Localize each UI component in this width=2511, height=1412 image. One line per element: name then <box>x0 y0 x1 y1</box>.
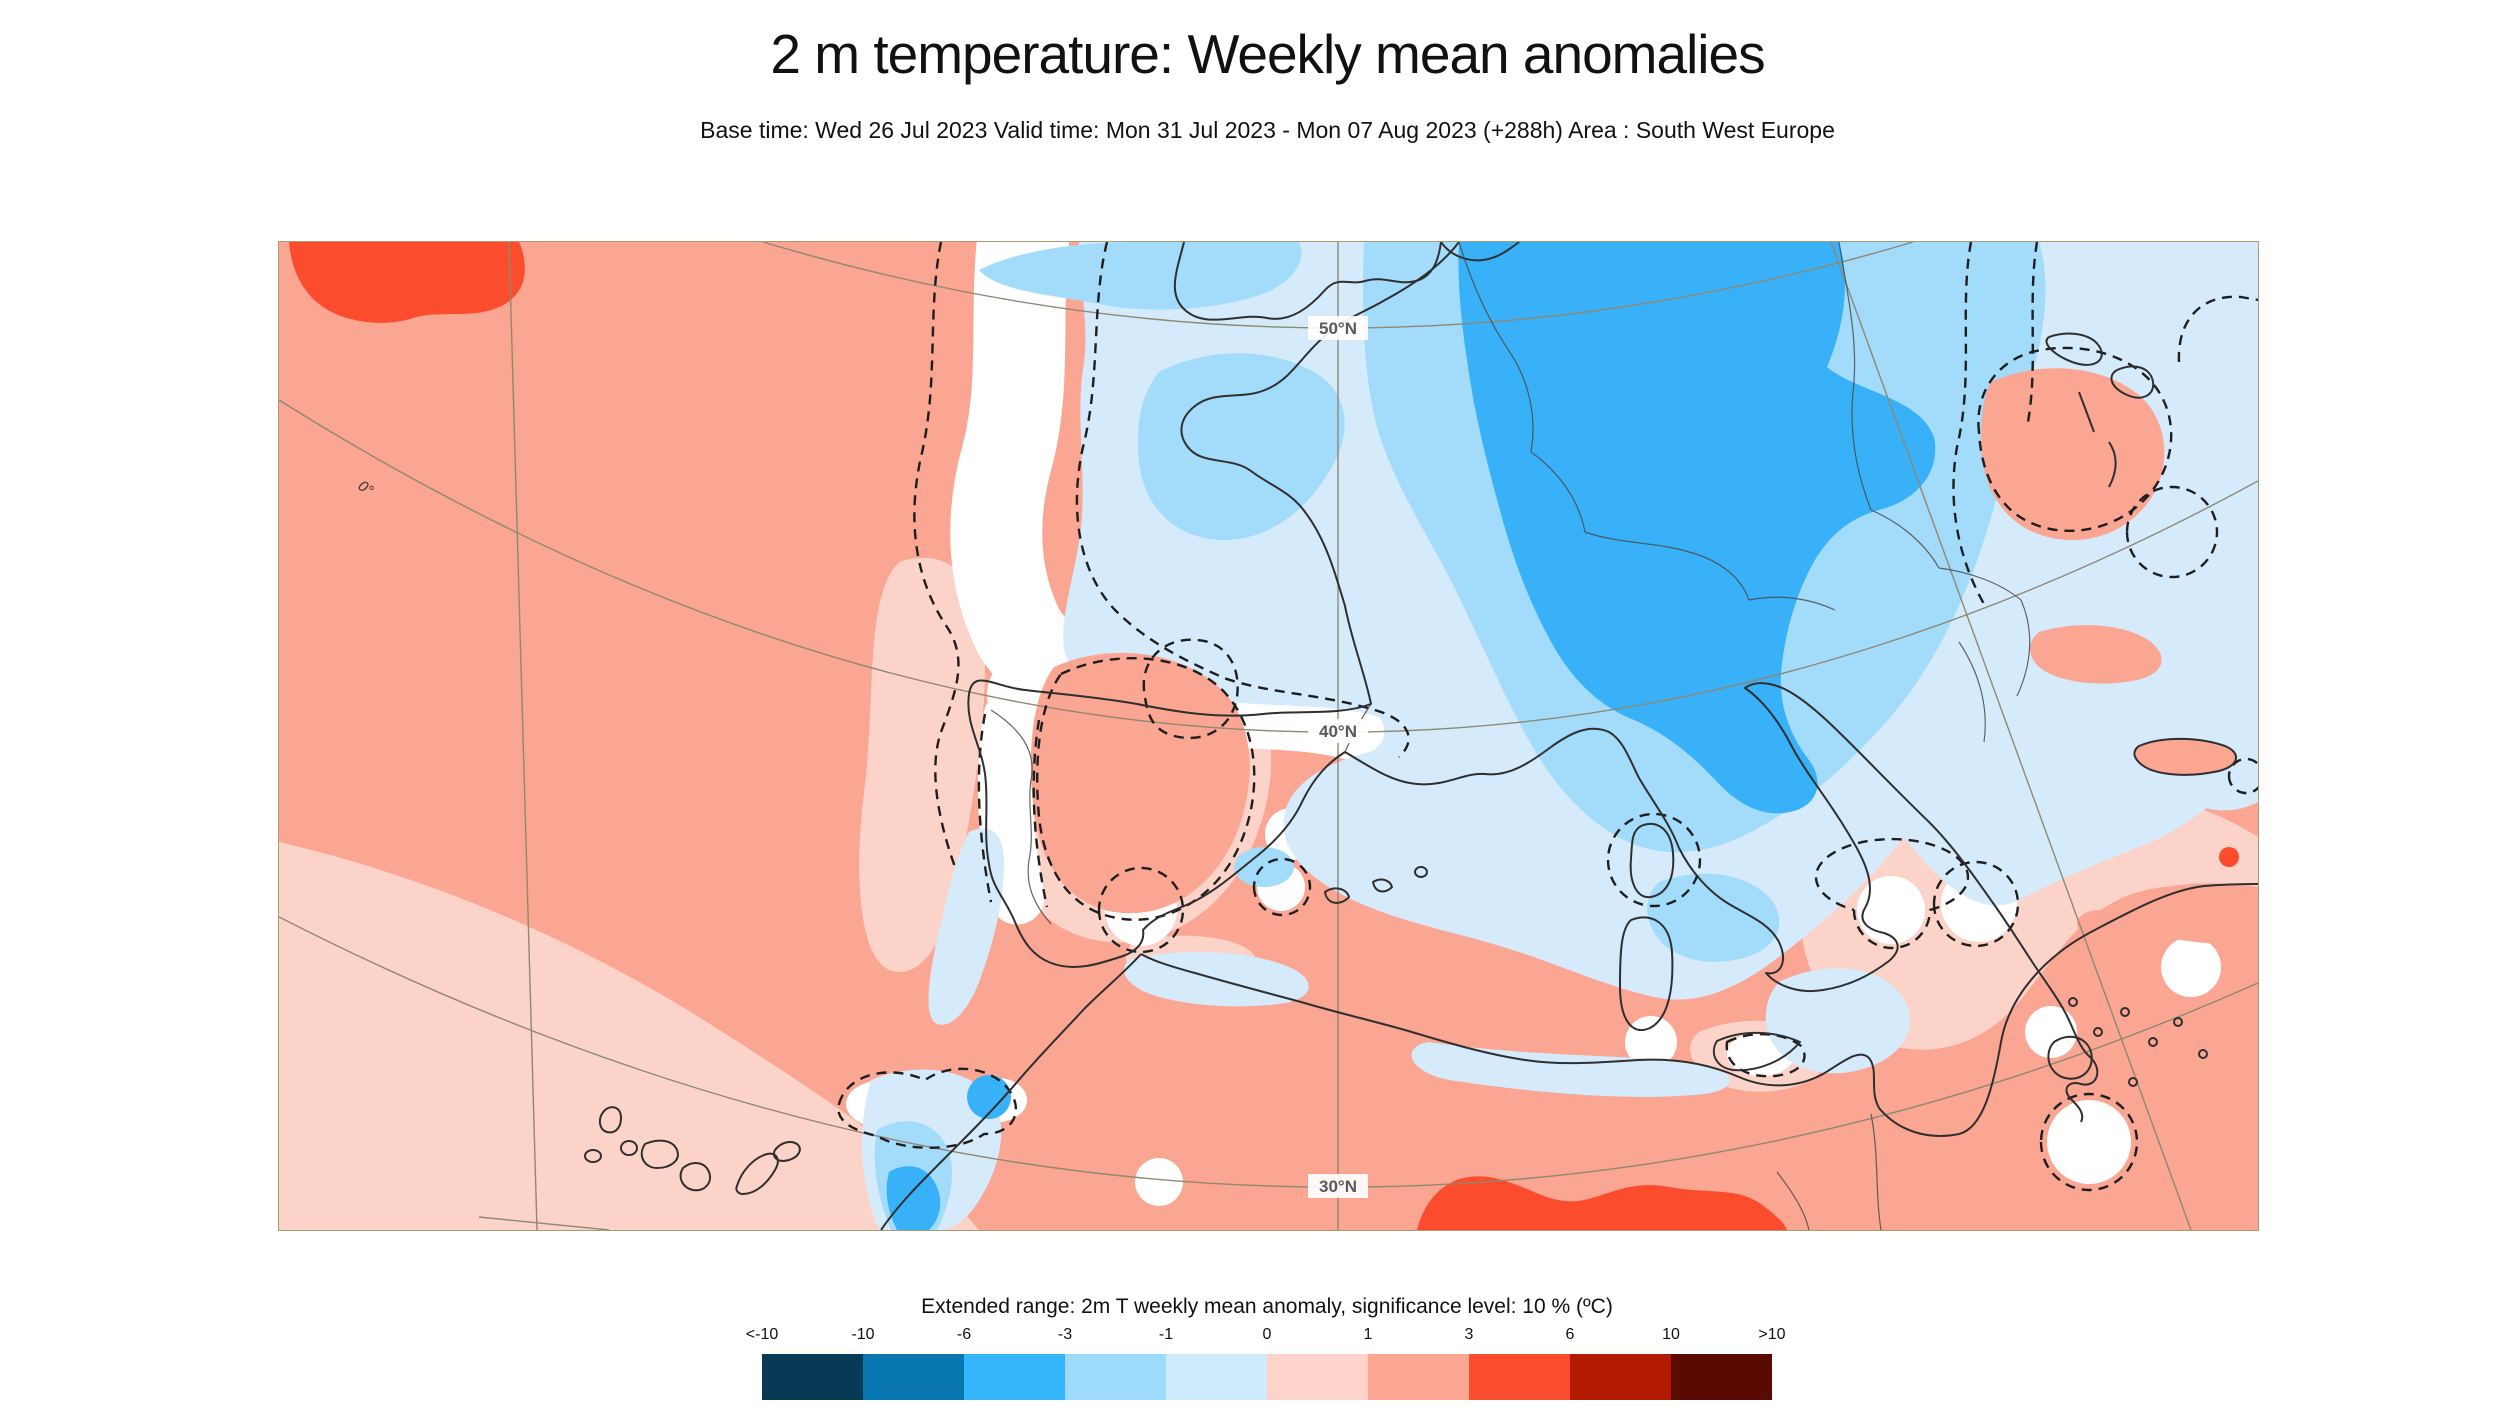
page-subtitle: Base time: Wed 26 Jul 2023 Valid time: M… <box>700 117 1835 143</box>
meridian-west <box>508 242 538 1230</box>
coast-canary-islands <box>584 1106 801 1195</box>
meridian-east <box>1830 242 2192 1230</box>
coast-netherlands <box>1440 242 1520 262</box>
legend-colorbar <box>762 1354 1772 1400</box>
graticule-lines <box>279 242 2258 1230</box>
fill-regions <box>279 242 2258 1230</box>
legend-color-box <box>1469 1354 1570 1400</box>
legend-color-box <box>1065 1354 1166 1400</box>
graticule-labels: 50°N 40°N 30°N 0° <box>355 316 1368 1198</box>
legend-tick: 3 <box>1464 1326 1474 1343</box>
coast-aegean-islands <box>2068 997 2208 1087</box>
anomaly-map: 50°N 40°N 30°N 0° <box>279 242 2258 1230</box>
legend-color-box <box>1166 1354 1267 1400</box>
label-50n: 50°N <box>1319 319 1357 338</box>
coast-peloponnese <box>2047 1035 2093 1080</box>
legend-tick: -6 <box>956 1326 972 1343</box>
legend-tick: -3 <box>1057 1326 1073 1343</box>
parallel-40n <box>279 399 2258 733</box>
legend-color-box <box>964 1354 1065 1400</box>
legend-ticks: <-10 -10 -6 -3 -1 0 1 3 6 10 >10 <box>746 1326 1786 1346</box>
legend-tick: 10 <box>1662 1326 1680 1343</box>
coast-black-sea <box>2045 332 2155 488</box>
legend-color-box <box>762 1354 863 1400</box>
legend-tick: >10 <box>1758 1326 1786 1343</box>
coastlines <box>584 242 2258 1230</box>
coast-balearics <box>1324 866 1428 904</box>
country-borders <box>990 242 2031 1230</box>
legend-color-box <box>1570 1354 1671 1400</box>
legend-tick: 0 <box>1262 1326 1272 1343</box>
coast-corsica <box>1629 823 1675 899</box>
legend-color-box <box>1368 1354 1469 1400</box>
legend-tick: -10 <box>851 1326 875 1343</box>
label-30n: 30°N <box>1319 1177 1357 1196</box>
coast-sicily <box>1712 1031 1801 1072</box>
legend-color-box <box>863 1354 964 1400</box>
parallel-sw-corner <box>478 1216 610 1230</box>
map-panel: 50°N 40°N 30°N 0° <box>278 241 2259 1231</box>
legend-tick: 6 <box>1565 1326 1575 1343</box>
legend-title: Extended range: 2m T weekly mean anomaly… <box>921 1295 1613 1318</box>
coast-morocco-atlantic <box>880 953 1142 1230</box>
coast-mainland <box>967 242 2099 1123</box>
page-title: 2 m temperature: Weekly mean anomalies <box>770 23 1765 85</box>
legend-tick: 1 <box>1363 1326 1373 1343</box>
coast-sardinia <box>1619 916 1674 1031</box>
legend-tick: -1 <box>1158 1326 1174 1343</box>
significance-contours <box>837 242 2258 1192</box>
label-40n: 40°N <box>1319 722 1357 741</box>
legend-color-box <box>1671 1354 1772 1400</box>
legend-tick: <-10 <box>745 1326 779 1343</box>
coast-north-africa <box>1140 883 2258 1137</box>
coast-crete <box>2133 737 2237 776</box>
parallel-30n <box>279 916 2258 1188</box>
legend-color-box <box>1267 1354 1368 1400</box>
